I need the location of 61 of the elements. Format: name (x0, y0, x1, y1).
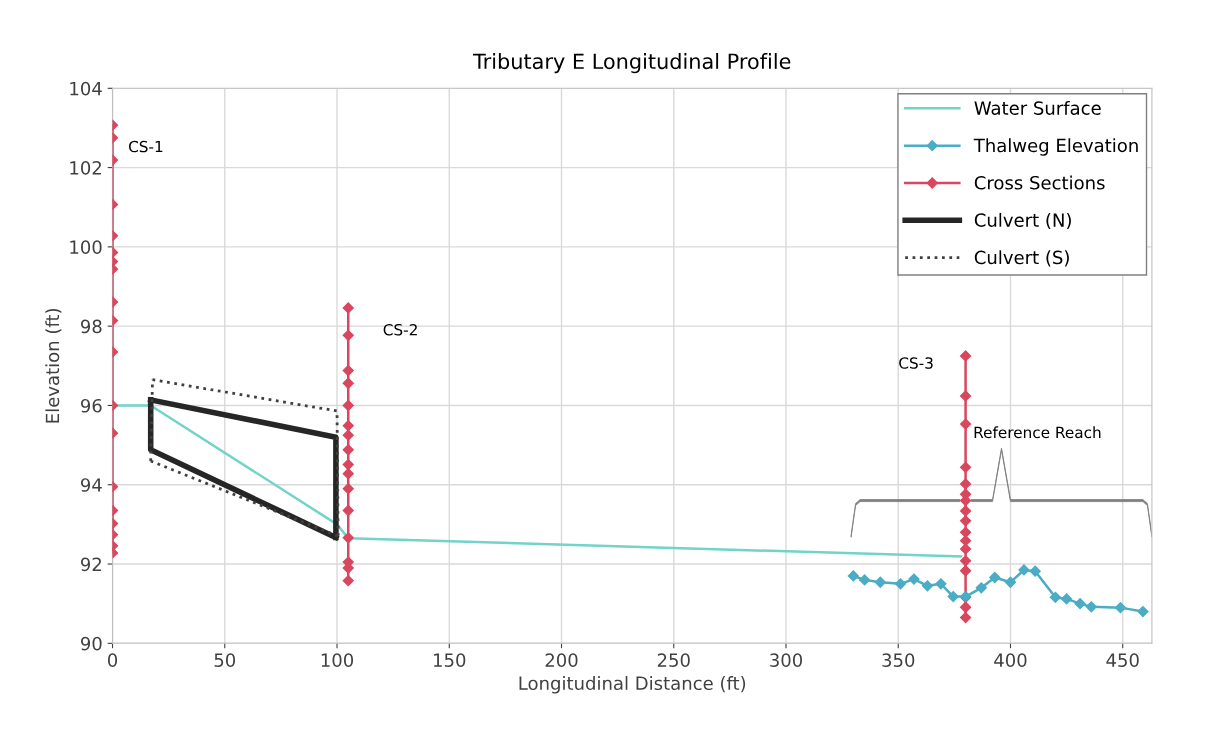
point (947, 590, 959, 603)
x-tick-label: 300 (770, 653, 803, 668)
chart-title: Tributary E Longitudinal Profile (472, 53, 791, 74)
point (1114, 602, 1127, 614)
x-tick-label: 400 (994, 653, 1027, 668)
x-tick-label: 450 (1106, 653, 1139, 668)
annotation: CS-3 (899, 357, 933, 369)
x-tick-label: 350 (882, 653, 915, 668)
x-tick-label: 250 (657, 653, 690, 668)
point (959, 543, 972, 555)
legend-label: Thalweg Elevation (973, 138, 1138, 156)
point (1004, 576, 1017, 588)
point (1049, 591, 1061, 603)
point (1029, 565, 1041, 577)
y-tick-label: 102 (70, 161, 101, 175)
legend-label: Cross Sections (974, 175, 1105, 190)
point (921, 580, 934, 592)
y-tick-label: 98 (80, 319, 102, 334)
point (989, 571, 1001, 584)
point (894, 578, 907, 590)
y-tick-label: 94 (80, 478, 102, 492)
point (959, 350, 972, 362)
y-tick-label: 104 (70, 81, 102, 96)
point (1085, 601, 1097, 613)
point (959, 555, 972, 567)
legend-label: Culvert (N) (974, 212, 1071, 230)
point (959, 418, 972, 430)
point (935, 578, 947, 590)
legend-label: Water Surface (974, 100, 1101, 115)
x-axis-title: Longitudinal Distance (ft) (519, 676, 746, 694)
x-tick-label: 100 (321, 653, 354, 668)
point (1061, 593, 1073, 605)
point (908, 573, 920, 585)
point (1074, 598, 1086, 610)
point (959, 526, 972, 538)
point (959, 478, 972, 490)
point (975, 582, 987, 594)
point (959, 601, 972, 613)
x-tick-label: 200 (545, 653, 578, 668)
point (959, 505, 972, 517)
x-tick-label: 0 (107, 653, 118, 668)
y-tick-label: 100 (70, 240, 102, 254)
legend-label: Culvert (S) (974, 250, 1069, 267)
x-tick-label: 50 (214, 653, 236, 668)
point (959, 611, 972, 624)
point (1137, 605, 1149, 618)
y-tick-label: 92 (80, 557, 101, 572)
annotation: CS-1 (128, 140, 163, 153)
point (959, 515, 972, 527)
y-tick-label: 90 (80, 636, 102, 651)
point (959, 461, 972, 473)
annotation: Reference Reach (974, 426, 1101, 439)
point (847, 570, 859, 582)
point (858, 574, 871, 586)
x-tick-label: 150 (434, 653, 466, 668)
point (959, 390, 972, 402)
y-axis-title: Elevation (ft) (45, 308, 62, 423)
point (959, 565, 972, 577)
annotation: CS-2 (383, 323, 417, 336)
point (874, 576, 886, 588)
y-tick-label: 96 (80, 398, 102, 413)
